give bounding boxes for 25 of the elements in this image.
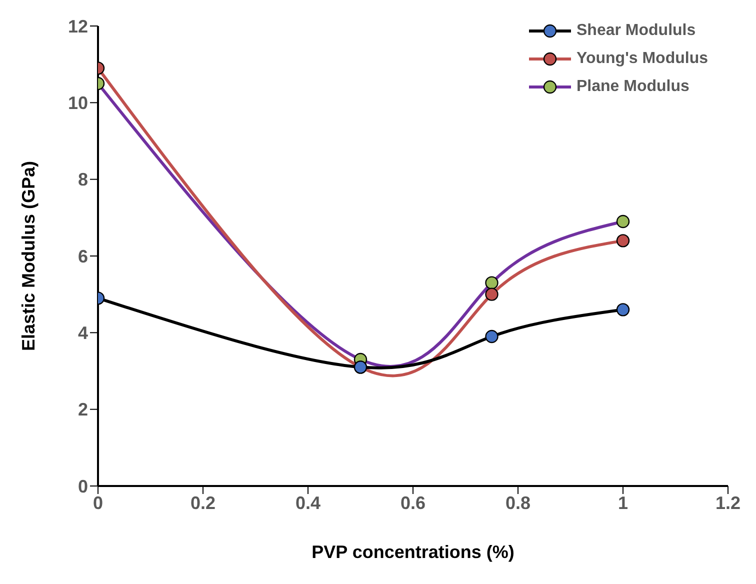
point [485,330,498,344]
x-tick-label: 0.4 [295,492,321,513]
x-tick-label: 1 [618,492,628,513]
legend-label: Shear Modululs [576,22,696,40]
x-axis-title: PVP concentrations (%) [312,542,514,562]
x-tick-label: 0.6 [400,492,426,513]
y-axis-title: Elastic Modulus (GPa) [18,160,38,352]
point [616,214,630,228]
legend-label: Plane Modulus [576,78,690,96]
x-tick-label: 0.8 [505,492,531,513]
point [485,276,498,290]
x-tick-label: 0 [92,492,104,513]
y-tick-label: 6 [78,246,88,266]
y-tick-label: 2 [78,400,88,420]
x-tick-label: 0.2 [190,492,216,513]
y-tick-label: 0 [78,476,88,496]
x-tick-label: 1.2 [715,492,741,513]
y-tick-label: 4 [78,323,88,344]
point [616,234,630,248]
point [616,303,630,316]
y-tick-label: 10 [68,93,88,114]
y-tick-label: 8 [78,170,88,190]
legend-label: Young's Modulus [576,50,708,68]
y-tick-label: 12 [68,16,88,36]
point [485,288,498,301]
